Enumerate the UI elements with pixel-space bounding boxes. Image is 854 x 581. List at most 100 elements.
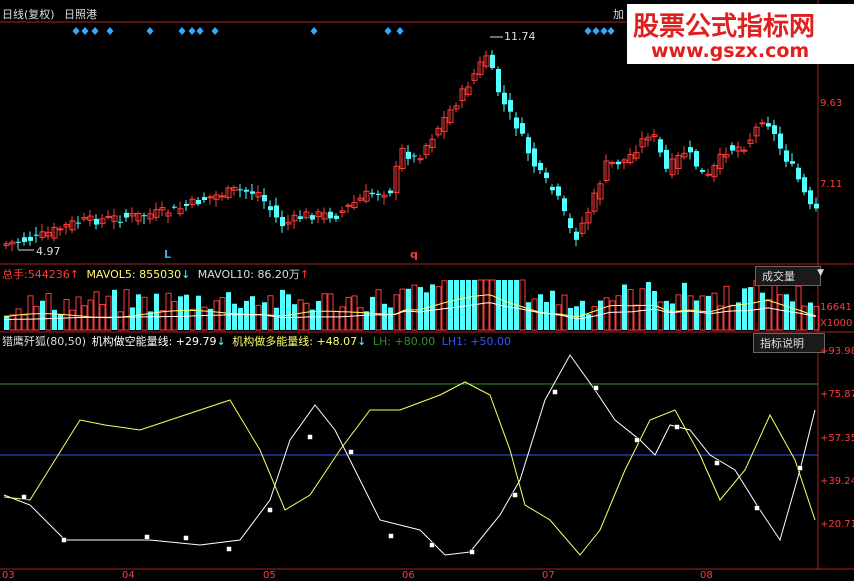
volume-bar [435, 286, 442, 331]
candle-body [345, 204, 352, 207]
volume-bar [27, 295, 34, 331]
volume-bar [483, 279, 490, 331]
candle-body [3, 243, 10, 247]
volume-bar [4, 315, 9, 330]
volume-bar [112, 289, 117, 330]
volume-bar [316, 301, 321, 330]
high-price-marker: 11.74 [504, 30, 536, 43]
volume-bar [406, 288, 411, 330]
candle-body [723, 153, 730, 158]
long-energy-line [3, 381, 816, 556]
volume-bar [333, 310, 340, 331]
candle-body [231, 186, 238, 191]
volume-bar [388, 307, 393, 330]
volume-bar [694, 300, 699, 330]
candle-body [664, 149, 669, 169]
indicator-help-button[interactable]: 指标说明 [753, 333, 825, 353]
candle-body [790, 161, 795, 164]
candle-body [544, 172, 549, 179]
candle-body [363, 190, 370, 202]
candle-body [645, 136, 652, 141]
lh-label: LH: [372, 335, 391, 348]
candle-body [759, 122, 766, 125]
signal-square-icon [348, 449, 354, 455]
volume-bar [45, 293, 52, 331]
candle-body [255, 192, 262, 198]
volume-bar [748, 287, 753, 330]
short-energy-label: 机构做空能量线: [91, 335, 173, 348]
volume-bar [687, 295, 694, 331]
lh1-value: +50.00 [470, 335, 512, 348]
candle-body [579, 222, 586, 234]
signal-square-icon [593, 385, 599, 391]
period-label[interactable]: 日线(复权) [2, 8, 55, 21]
candle-body [477, 61, 484, 75]
down-arrow-icon: ↓ [181, 268, 191, 281]
volume-bar [568, 307, 573, 330]
stock-name: 日照港 [64, 8, 97, 21]
volume-bar [489, 279, 496, 331]
volume-bar [627, 288, 634, 331]
signal-diamond-icon [592, 27, 600, 35]
signal-diamond-icon [196, 27, 204, 35]
watermark-title: 股票公式指标网 [633, 12, 816, 42]
indicator-axis-label: +93.98 [820, 346, 854, 357]
volume-bar [280, 289, 285, 330]
candle-body [9, 241, 16, 245]
volume-bar [159, 310, 166, 331]
volume-bar [531, 298, 538, 331]
mavol10-value: 86.20万 [257, 268, 300, 281]
volume-bar [622, 284, 627, 330]
signal-square-icon [634, 437, 640, 443]
volume-bar [93, 291, 100, 331]
signal-square-icon [226, 546, 232, 552]
volume-bar [736, 302, 741, 330]
candle-body [453, 105, 460, 110]
volume-bar [441, 280, 448, 331]
candle-body [94, 218, 99, 225]
candle-body [597, 183, 604, 200]
volume-bar [297, 299, 304, 331]
indicator-axis-label: +20.71 [820, 519, 854, 530]
volume-bar [105, 295, 112, 331]
candle-body [603, 160, 610, 182]
signal-square-icon [797, 465, 803, 471]
signal-diamond-icon [584, 27, 592, 35]
candle-body [796, 167, 801, 180]
candle-body [202, 197, 207, 201]
candle-body [196, 199, 201, 205]
candle-body [99, 218, 106, 224]
candle-body [69, 220, 76, 231]
candle-body [526, 137, 531, 154]
volume-bar [357, 307, 364, 331]
volume-indicator-dropdown[interactable]: 成交量 ▼ [755, 266, 824, 286]
signal-diamond-icon [72, 27, 80, 35]
volume-bar [561, 294, 568, 331]
signal-letter-l: L [164, 248, 172, 261]
candle-body [688, 147, 693, 153]
month-label: 07 [542, 570, 555, 581]
candle-body [651, 134, 658, 138]
candle-body [207, 196, 214, 199]
signal-square-icon [267, 507, 273, 513]
volume-dropdown-label: 成交量 [762, 270, 795, 283]
candle-body [465, 86, 472, 96]
volume-bar [351, 295, 358, 331]
top-right-tab[interactable]: 加 [613, 8, 624, 21]
signal-square-icon [429, 542, 435, 548]
candle-body [556, 186, 561, 196]
candle-body [213, 194, 220, 200]
candle-body [459, 88, 466, 102]
candle-body [165, 212, 172, 217]
candle-body [34, 234, 39, 236]
volume-bar [399, 288, 406, 331]
mavol5-line [3, 294, 817, 319]
candle-body [334, 215, 339, 219]
volume-bar [154, 293, 159, 330]
volume-bar [136, 294, 141, 330]
volume-bar [682, 282, 687, 330]
volume-header: 总手:544236↑ MAVOL5: 855030↓ MAVOL10: 86.2… [2, 268, 309, 282]
signal-square-icon [552, 389, 558, 395]
volume-bar [646, 281, 651, 330]
